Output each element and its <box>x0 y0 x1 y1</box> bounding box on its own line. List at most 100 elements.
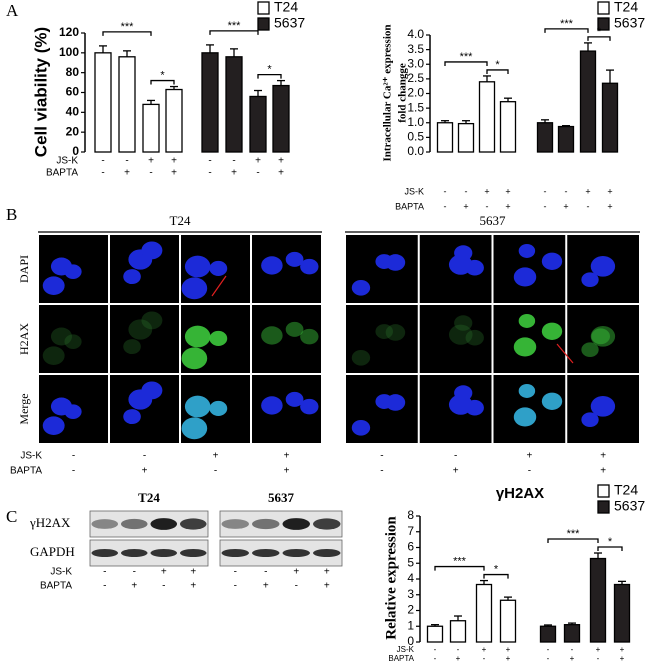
blot-band <box>313 518 341 530</box>
blot-band <box>91 549 119 557</box>
blot-band <box>313 549 341 557</box>
treatment-sign: + <box>563 201 568 211</box>
micrograph <box>252 305 321 373</box>
y-tick-label: 100 <box>59 45 79 59</box>
bar <box>589 557 607 643</box>
y-tick-label: 0.0 <box>407 144 424 158</box>
treatment-label: BAPTA <box>388 654 414 663</box>
significance-bracket <box>102 31 152 36</box>
bar <box>579 50 597 153</box>
nucleus <box>375 324 393 339</box>
treatment-sign: + <box>324 581 330 592</box>
treatment-sign: + <box>255 156 261 167</box>
significance-label: *** <box>567 528 581 540</box>
significance-bracket <box>544 28 589 33</box>
bar <box>201 52 219 153</box>
significance-bracket <box>483 573 509 579</box>
nucleus <box>513 337 537 357</box>
treatment-sign: - <box>72 451 75 462</box>
treatment-label: BAPTA <box>395 201 424 211</box>
treatment-sign: - <box>597 654 600 663</box>
legend-label: T24 <box>274 0 298 15</box>
treatment-sign: - <box>444 201 447 211</box>
treatment-sign: + <box>505 201 510 211</box>
treatment-label: BAPTA <box>40 581 72 592</box>
y-tick-label: 2 <box>407 603 414 617</box>
legend-label: 5637 <box>274 15 305 31</box>
group-label: 5637 <box>480 213 507 228</box>
treatment-sign: + <box>484 186 489 196</box>
nucleus <box>454 315 473 331</box>
treatment-sign: + <box>607 186 612 196</box>
nucleus <box>181 417 208 440</box>
nucleus <box>581 412 599 428</box>
treatment-sign: + <box>263 581 269 592</box>
treatment-sign: - <box>434 645 437 654</box>
bar <box>272 84 290 153</box>
blot-band <box>91 519 119 529</box>
nucleus <box>591 328 610 345</box>
blot-band <box>179 518 207 530</box>
nucleus <box>300 258 319 275</box>
treatment-sign: + <box>463 201 468 211</box>
y-tick-label: 8 <box>407 508 414 522</box>
y-axis-label: Relative expression <box>383 516 399 640</box>
nucleus <box>209 400 228 416</box>
treatment-label: JS-K <box>50 567 72 578</box>
significance-bracket <box>587 36 611 41</box>
nucleus <box>590 325 616 347</box>
y-tick-label: 7 <box>407 524 414 538</box>
nucleus <box>300 328 319 345</box>
nucleus <box>261 396 283 415</box>
nucleus <box>518 313 536 328</box>
bar <box>142 103 160 153</box>
treatment-sign: - <box>486 201 489 211</box>
treatment-sign: - <box>103 581 106 592</box>
blot-band <box>120 549 148 557</box>
significance-bracket <box>444 61 488 66</box>
nucleus <box>591 398 610 415</box>
treatment-label: JS-K <box>56 156 78 167</box>
significance-bracket <box>257 73 282 79</box>
treatment-label: BAPTA <box>10 466 42 477</box>
nucleus <box>454 245 473 261</box>
nucleus <box>184 395 211 418</box>
treatment-sign: - <box>149 168 152 179</box>
bar <box>601 82 619 153</box>
significance-label: *** <box>460 51 474 63</box>
treatment-sign: + <box>278 168 284 179</box>
treatment-sign: + <box>596 645 601 654</box>
nucleus <box>285 251 304 267</box>
blot-band <box>252 549 280 557</box>
bar <box>94 52 112 153</box>
arrow <box>556 343 574 364</box>
micrograph <box>110 305 179 373</box>
treatment-label: BAPTA <box>46 168 78 179</box>
significance-label: * <box>495 59 500 71</box>
bar <box>536 122 554 153</box>
y-tick-label: 5 <box>407 555 414 569</box>
bar <box>457 122 475 153</box>
y-axis-label: Intracellular Ca²⁺ expression <box>382 24 394 161</box>
significance-bracket <box>597 546 623 552</box>
y-tick-label: 0.5 <box>407 130 424 144</box>
bar <box>225 56 243 153</box>
chart-title: γH2AX <box>496 485 544 502</box>
significance-label: *** <box>453 555 467 567</box>
y-tick-label: 3.0 <box>407 56 424 70</box>
y-tick-label: 0 <box>407 634 414 648</box>
treatment-label: JS-K <box>20 451 42 462</box>
nucleus <box>261 256 283 275</box>
bar <box>449 620 467 643</box>
nucleus <box>141 241 163 260</box>
nucleus <box>581 342 599 358</box>
treatment-sign: + <box>620 654 625 663</box>
treatment-sign: - <box>457 645 460 654</box>
nucleus <box>385 254 406 271</box>
significance-label: * <box>608 536 613 548</box>
y-tick-label: 120 <box>59 25 79 39</box>
nucleus <box>123 269 141 285</box>
panel-label: C <box>6 507 17 526</box>
treatment-label: JS-K <box>404 186 424 196</box>
treatment-sign: - <box>465 186 468 196</box>
